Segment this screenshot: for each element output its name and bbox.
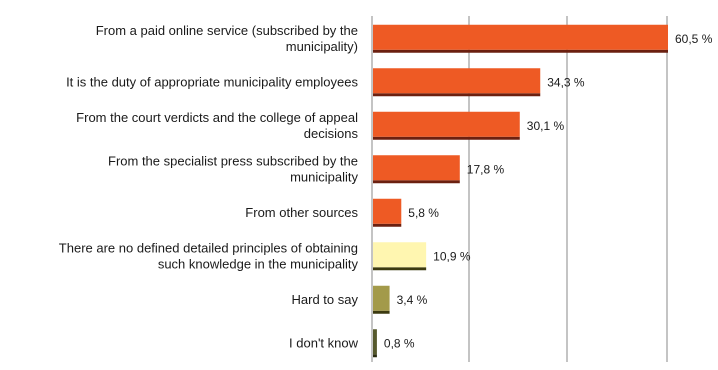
bar-7 — [373, 285, 390, 311]
category-label-1: From a paid online service (subscribed b… — [96, 23, 358, 54]
category-label-3-line-2: decisions — [304, 126, 359, 141]
bar-4 — [373, 155, 460, 181]
bar-shadow-6 — [373, 267, 427, 271]
category-label-2-line-1: It is the duty of appropriate municipali… — [66, 74, 358, 89]
value-label-2: 34,3 % — [547, 75, 585, 89]
category-label-4-line-2: municipality — [290, 169, 358, 184]
bar-shadow-4 — [373, 180, 460, 184]
category-label-4: From the specialist press subscribed by … — [108, 153, 358, 184]
category-label-5: From other sources — [245, 205, 358, 220]
category-label-8: I don't know — [289, 335, 359, 350]
value-label-3: 30,1 % — [527, 119, 565, 133]
category-label-7-line-1: Hard to say — [292, 292, 359, 307]
category-label-1-line-2: municipality) — [286, 39, 358, 54]
bar-8 — [373, 329, 377, 355]
category-label-7: Hard to say — [292, 292, 359, 307]
bar-shadow-1 — [373, 49, 668, 53]
category-label-3-line-1: From the court verdicts and the college … — [76, 110, 358, 125]
category-label-4-line-1: From the specialist press subscribed by … — [108, 153, 358, 168]
category-label-6: There are no defined detailed principles… — [59, 240, 359, 271]
category-label-8-line-1: I don't know — [289, 335, 359, 350]
value-label-5: 5,8 % — [408, 206, 439, 220]
bar-1 — [373, 24, 668, 50]
value-label-8: 0,8 % — [384, 336, 415, 350]
bar-shadow-3 — [373, 136, 520, 140]
bar-6 — [373, 242, 427, 268]
value-label-1: 60,5 % — [675, 32, 713, 46]
bar-5 — [373, 198, 402, 224]
value-label-4: 17,8 % — [467, 162, 505, 176]
bar-2 — [373, 68, 541, 94]
category-label-6-line-1: There are no defined detailed principles… — [59, 240, 358, 255]
category-label-5-line-1: From other sources — [245, 205, 358, 220]
category-label-6-line-2: such knowledge in the municipality — [158, 256, 359, 271]
value-label-6: 10,9 % — [433, 249, 471, 263]
bar-shadow-8 — [373, 354, 377, 358]
category-label-1-line-1: From a paid online service (subscribed b… — [96, 23, 358, 38]
bar-shadow-7 — [373, 310, 390, 314]
bar-3 — [373, 111, 520, 137]
category-label-2: It is the duty of appropriate municipali… — [66, 74, 358, 89]
bar-shadow-2 — [373, 93, 541, 97]
bar-shadow-5 — [373, 223, 402, 227]
value-label-7: 3,4 % — [397, 293, 428, 307]
category-label-3: From the court verdicts and the college … — [76, 110, 358, 141]
